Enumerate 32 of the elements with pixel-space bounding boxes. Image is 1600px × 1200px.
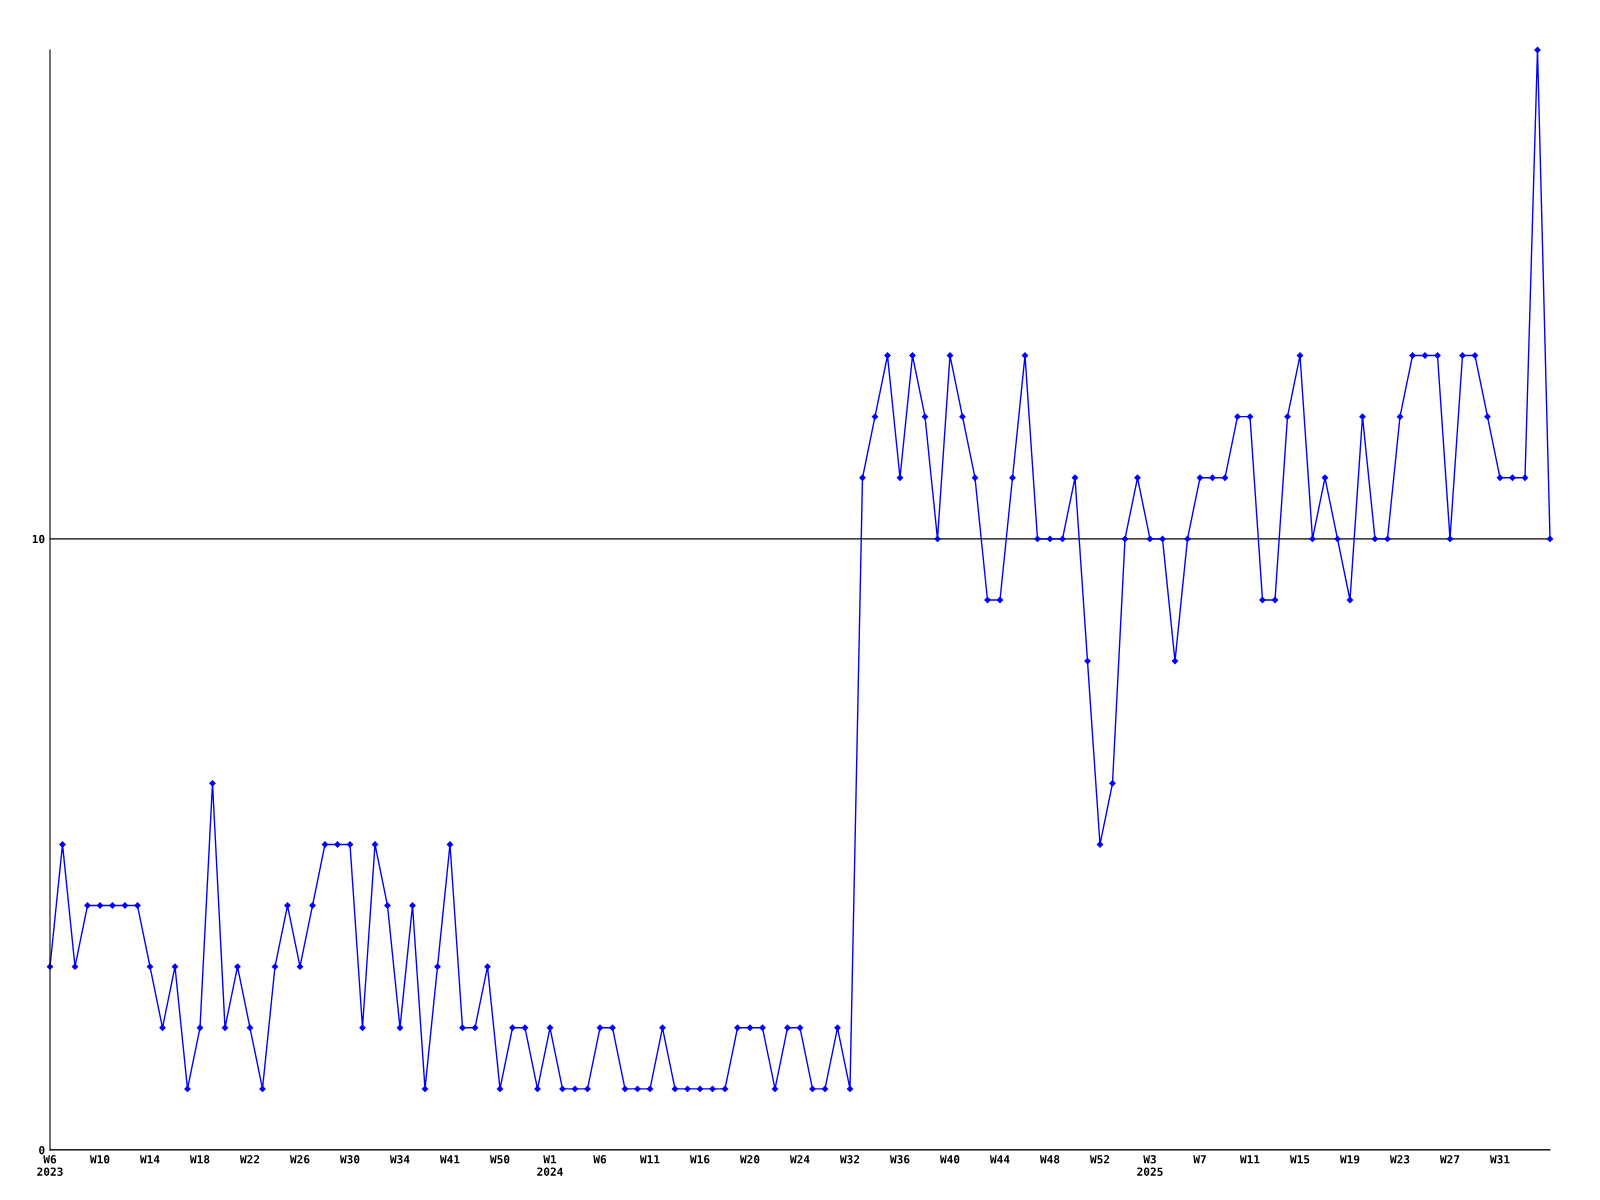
x-tick-label: W26 [289,1155,310,1164]
x-tick-label: W50 [489,1155,510,1164]
x-tick-label: W34 [389,1155,410,1164]
x-tick-label: W1 2024 [537,1155,563,1176]
x-tick-label: W18 [189,1155,210,1164]
x-tick-label: W10 [89,1155,110,1164]
x-tick-label: W32 [839,1155,860,1164]
x-tick-label: W7 [1193,1155,1206,1164]
x-tick-label: W24 [789,1155,810,1164]
x-tick-label: W11 [639,1155,660,1164]
x-tick-label: W15 [1289,1155,1310,1164]
x-tick-label: W6 2023 [37,1155,63,1176]
x-tick-label: W36 [889,1155,910,1164]
x-tick-label: W22 [239,1155,260,1164]
x-tick-label: W27 [1439,1155,1460,1164]
x-tick-label: W30 [339,1155,360,1164]
x-tick-label: W31 [1489,1155,1510,1164]
x-tick-label: W41 [439,1155,460,1164]
y-tick-label: 10 [32,534,45,544]
x-tick-label: W19 [1339,1155,1360,1164]
x-tick-label: W6 [593,1155,607,1164]
x-tick-label: W11 [1239,1155,1260,1164]
x-tick-label: W52 [1089,1155,1110,1164]
x-tick-label: W23 [1389,1155,1410,1164]
x-tick-label: W14 [139,1155,160,1164]
x-tick-label: W16 [689,1155,710,1164]
y-tick-label: 0 [39,1145,45,1155]
x-tick-label: W20 [739,1155,760,1164]
x-tick-label: W48 [1039,1155,1060,1164]
x-tick-label: W40 [939,1155,960,1164]
x-tick-label: W44 [989,1155,1010,1164]
x-tick-label: W3 2025 [1137,1155,1163,1176]
